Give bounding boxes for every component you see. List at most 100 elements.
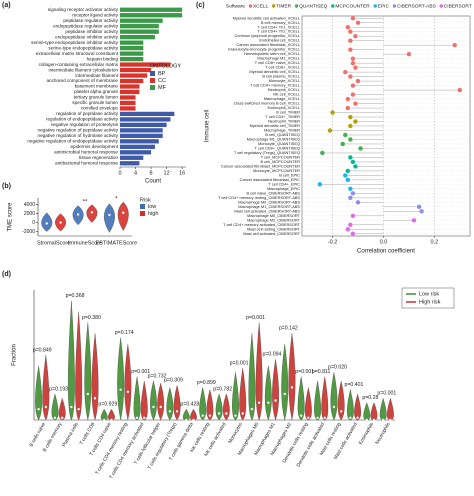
p-value: p=0.001	[246, 315, 265, 321]
bar	[120, 35, 155, 40]
category-label: serine-type endopeptidase inhibitor acti…	[31, 40, 119, 45]
dot	[345, 177, 351, 183]
violin	[100, 408, 108, 421]
category-label: B cell_TIMER	[276, 110, 300, 115]
p-value: p=0.193	[49, 386, 68, 392]
median-dot	[234, 414, 237, 417]
dot	[353, 119, 358, 124]
bar	[120, 144, 155, 149]
bar	[120, 111, 175, 117]
median-dot	[241, 412, 244, 415]
category-label: tertiary granule lumen	[74, 95, 119, 100]
category-label: peptidase regulator activity	[63, 18, 118, 23]
category-label: Cancer associated fibroblast_MCPCOUNTER	[221, 163, 300, 168]
category-label: T cell CD4+_TIMER	[265, 114, 300, 119]
violin	[346, 389, 354, 421]
median-dot	[217, 412, 221, 415]
legend-label: High risk	[419, 299, 441, 305]
median-dot	[274, 399, 277, 402]
category-label: negative regulation of hydrolase activit…	[38, 133, 119, 138]
category-label: Cancer associated fibroblast_EPIC	[240, 177, 301, 182]
violin	[281, 344, 289, 421]
panel-label: (b)	[2, 183, 11, 190]
dot	[355, 20, 361, 25]
bar	[120, 78, 144, 84]
bar	[120, 89, 140, 95]
p-value: p=0.094	[262, 352, 281, 358]
bar	[120, 161, 140, 166]
legend-box	[401, 287, 455, 309]
y-axis-label: Immune cell	[205, 110, 211, 142]
dot	[320, 150, 325, 156]
p-value: p=0.001	[131, 369, 150, 375]
dot	[348, 155, 353, 160]
violin	[173, 385, 181, 421]
median-dot	[389, 418, 392, 422]
x-tick-label: 4	[134, 170, 137, 176]
category-label: collagen-containing extracellular matrix	[39, 62, 119, 67]
dot	[348, 195, 353, 201]
p-value: p=0.001	[295, 369, 314, 375]
category-label: Class-switched memory B cell_XCELL	[234, 101, 301, 106]
category-label: NK cell_XCELL	[273, 92, 301, 97]
category-label: Mast cell activated_CIBERSORT-ABS	[234, 208, 300, 213]
category-label: T cell CD8+ naive_XCELL	[255, 60, 301, 65]
x-axis-label: Count	[145, 179, 161, 185]
median-dot	[332, 405, 336, 409]
p-value: p=0.401	[345, 382, 364, 388]
category-label: B cell_QUANTISEQ	[265, 132, 300, 137]
dot	[327, 128, 333, 133]
median-dot	[185, 418, 188, 422]
category-label: T cells CD4 memory resting	[94, 421, 129, 475]
median-dot	[53, 416, 57, 420]
legend-label: CIBERSORT-ABS	[397, 3, 436, 9]
category-label: Macrophage M2_CIBERSORT	[247, 217, 301, 222]
legend-label: CC	[158, 78, 166, 84]
category-label: B cell memory_XCELL	[261, 20, 301, 25]
x-tick-label: 0.2	[431, 239, 439, 245]
significance: **	[83, 199, 88, 205]
category-label: intermediate filament	[75, 73, 118, 78]
x-tick-label: 0.0	[380, 239, 388, 245]
dot	[355, 200, 361, 205]
dot	[350, 92, 356, 97]
p-value: p=0.811	[312, 369, 331, 375]
dot	[457, 87, 463, 93]
median-dot	[135, 416, 139, 420]
dot	[348, 74, 353, 79]
median-dot	[201, 414, 204, 417]
x-axis-label: Correlation coefficient	[357, 249, 415, 255]
category-label: T cell CD4+ memory resting_CIBERSORT-ABS	[218, 195, 300, 200]
dot	[348, 114, 353, 120]
violin	[117, 201, 129, 231]
bar	[120, 139, 159, 144]
category-label: Granulocyte-monocyte progenitor_XCELL	[228, 47, 301, 52]
dot	[350, 159, 356, 165]
p-value: p=0.849	[33, 347, 52, 353]
category-label: epidermis development	[71, 144, 119, 149]
legend-label: EPIC	[378, 3, 390, 9]
category-label: Neutrophil_TIMER	[268, 119, 300, 124]
legend-title: Software	[226, 3, 245, 9]
violin	[215, 393, 223, 421]
category-label: ImmuneScore	[68, 240, 102, 246]
violin	[222, 393, 230, 421]
panel-label: (c)	[196, 2, 205, 9]
category-label: negative regulation of peptidase activit…	[38, 128, 119, 133]
median-dot	[76, 213, 80, 216]
panel-label: (a)	[2, 2, 11, 9]
violin	[140, 380, 148, 421]
category-label: T cell CD8+_XCELL	[265, 65, 301, 70]
violin	[41, 212, 53, 232]
legend-title: Risk	[140, 197, 151, 203]
violin	[337, 380, 345, 421]
dot	[350, 56, 356, 61]
y-tick-label: 4000	[24, 202, 35, 208]
category-label: Monocytes	[227, 421, 244, 445]
p-value: p=0.368	[66, 293, 85, 299]
category-label: basement membrane	[75, 84, 119, 89]
violin	[239, 367, 247, 421]
p-value: p=0.782	[213, 386, 232, 392]
bar	[120, 13, 183, 18]
category-label: Monocyte_MCPCOUNTER	[253, 168, 300, 173]
